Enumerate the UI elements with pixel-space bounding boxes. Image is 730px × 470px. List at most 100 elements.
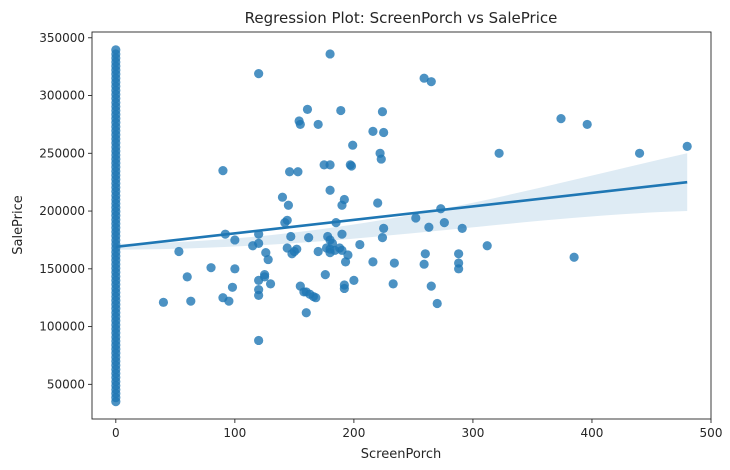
data-point <box>261 248 271 258</box>
data-point <box>285 167 295 177</box>
data-point <box>283 200 294 210</box>
data-point <box>325 160 335 170</box>
y-axis: 50000 100000 150000 200000 250000 300000 35000… <box>39 31 92 391</box>
x-tick-label: 300 <box>461 426 484 440</box>
data-point <box>454 264 464 274</box>
data-point <box>432 298 442 309</box>
y-tick-label: 150000 <box>39 262 85 276</box>
data-point <box>230 264 240 274</box>
y-axis-label: SalePrice <box>11 195 26 255</box>
data-point <box>327 238 338 249</box>
y-tick-label: 300000 <box>39 89 85 103</box>
x-tick-label: 200 <box>342 426 365 440</box>
data-point <box>174 246 184 257</box>
regression-line-layer <box>115 180 688 249</box>
data-point <box>454 249 464 259</box>
data-point <box>111 45 121 55</box>
data-point <box>254 238 264 249</box>
x-axis-label: ScreenPorch <box>361 447 441 462</box>
data-point <box>325 185 335 195</box>
confidence-band-layer <box>115 153 688 250</box>
data-point <box>482 241 492 251</box>
x-axis: 0 100 200 300 400 500 <box>112 419 722 440</box>
data-point <box>346 161 357 171</box>
data-point <box>457 223 467 233</box>
regression-line <box>115 180 688 249</box>
y-tick-label: 100000 <box>39 320 85 334</box>
chart-title: Regression Plot: ScreenPorch vs SalePric… <box>245 9 558 27</box>
data-point <box>218 166 228 176</box>
scatter-points <box>111 45 692 407</box>
x-tick-label: 500 <box>700 426 723 440</box>
data-point <box>388 279 398 289</box>
data-point <box>419 73 429 83</box>
data-point <box>158 297 169 307</box>
data-point <box>379 127 389 138</box>
data-point <box>263 254 273 265</box>
data-point <box>325 49 335 59</box>
data-point <box>286 231 296 242</box>
data-point <box>682 141 692 151</box>
data-point <box>348 140 358 150</box>
data-point <box>293 167 303 177</box>
data-point <box>206 263 216 273</box>
x-tick-label: 100 <box>223 426 246 440</box>
y-tick-label: 200000 <box>39 204 85 218</box>
data-point <box>420 249 430 259</box>
data-point <box>311 293 321 303</box>
data-point <box>224 296 234 306</box>
data-point <box>265 279 276 289</box>
data-point <box>349 275 359 285</box>
data-point <box>313 119 323 130</box>
data-point <box>411 213 421 223</box>
x-tick-label: 400 <box>581 426 604 440</box>
data-point <box>277 192 288 202</box>
plot-frame <box>91 31 712 420</box>
data-point <box>339 194 349 205</box>
data-point <box>426 281 436 291</box>
data-point <box>377 107 388 117</box>
y-tick-label: 250000 <box>39 146 85 160</box>
data-point <box>355 239 365 250</box>
data-point <box>419 259 429 269</box>
data-point <box>634 148 645 158</box>
x-tick-label: 0 <box>112 426 120 440</box>
data-point <box>304 233 314 243</box>
data-point <box>340 257 351 267</box>
data-point <box>424 222 434 232</box>
data-point <box>343 250 353 260</box>
data-point <box>373 198 383 208</box>
y-tick-label: 350000 <box>39 31 85 45</box>
data-point <box>556 114 566 124</box>
data-point <box>320 269 330 280</box>
y-tick-label: 50000 <box>47 377 85 391</box>
data-point <box>377 233 388 243</box>
data-point <box>582 119 592 130</box>
data-point <box>336 105 346 116</box>
data-point <box>389 258 399 268</box>
data-point <box>302 104 313 114</box>
data-point <box>368 126 378 136</box>
data-point <box>227 282 238 292</box>
data-point <box>254 335 264 346</box>
data-point <box>494 148 504 158</box>
data-point <box>254 290 264 300</box>
data-point <box>439 218 449 228</box>
data-point <box>376 154 386 164</box>
data-point <box>337 229 347 239</box>
data-point <box>282 215 292 225</box>
data-point <box>260 269 270 280</box>
data-point <box>186 296 196 306</box>
data-point <box>301 308 311 318</box>
data-point <box>569 252 579 262</box>
data-point <box>313 246 323 257</box>
data-point <box>292 244 302 254</box>
data-point <box>379 223 389 233</box>
data-point <box>339 283 349 294</box>
data-point <box>295 119 305 130</box>
data-point <box>426 77 436 87</box>
data-point <box>368 257 378 267</box>
confidence-band <box>115 153 688 250</box>
data-point <box>182 272 192 282</box>
